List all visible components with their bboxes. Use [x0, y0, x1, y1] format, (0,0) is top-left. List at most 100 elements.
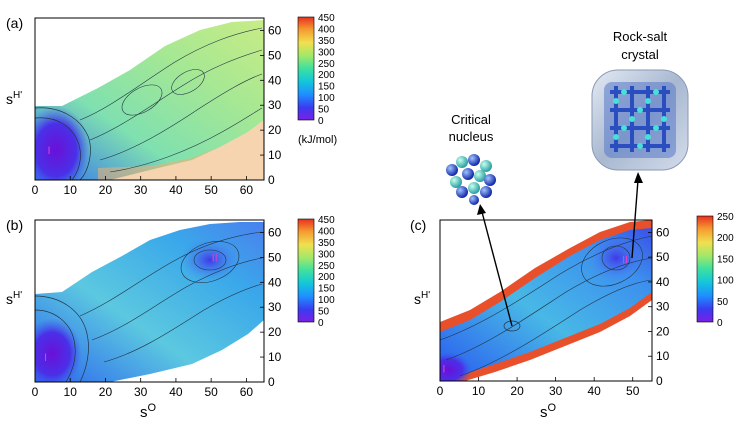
y-tick-label: 50	[656, 250, 670, 264]
colorbar-tick-label: 50	[318, 105, 330, 116]
panel-b-ylabel: sH'	[6, 290, 22, 307]
x-tick-label: 40	[588, 384, 602, 398]
panel-b-frame	[34, 219, 265, 383]
y-tick-label: 0	[268, 375, 275, 389]
colorbar-tick-label: 200	[318, 272, 335, 283]
panel-b-basin-II	[180, 238, 240, 282]
colorbar-tick-label: 400	[318, 24, 335, 35]
y-tick-label: 30	[268, 300, 282, 314]
colorbar-tick-label: 300	[318, 47, 335, 58]
panel-a-axis-ticks: 0 10 20 30 40 50 60 0 10 20 30 40 50 60	[32, 23, 282, 197]
panel-a-contour	[109, 107, 263, 173]
x-tick-label: 50	[204, 183, 218, 197]
colorbar-tick-label: 100	[318, 93, 335, 104]
colorbar-unit: (kJ/mol)	[298, 134, 337, 146]
panel-a-contour	[121, 84, 163, 116]
x-tick-label: 10	[472, 384, 486, 398]
critical-nucleus-cluster	[446, 154, 496, 205]
rock-salt-label-line1: Rock-salt	[613, 29, 668, 44]
x-tick-label: 30	[549, 384, 563, 398]
panel-a-basin	[35, 106, 90, 180]
y-tick-label: 10	[268, 350, 282, 364]
x-tick-label: 50	[204, 385, 218, 399]
panel-c-basin-II	[588, 234, 644, 282]
y-tick-label: 10	[656, 349, 670, 363]
x-tick-label: 20	[99, 385, 113, 399]
colorbar-c: 250 200 150 100 50 0	[696, 212, 734, 329]
colorbar-tick-label: 250	[318, 59, 335, 70]
panel-a: (a) sH' 0 10 20 30 40 50 60 0 10 20 30 40 50 60	[6, 15, 282, 197]
rock-salt-label-line2: crystal	[621, 47, 659, 62]
panel-b-contour	[103, 283, 263, 363]
y-tick-label: 60	[268, 225, 282, 239]
colorbar-tick-label: 100	[717, 276, 734, 287]
y-tick-label: 40	[656, 275, 670, 289]
minimum-label-II: II	[622, 255, 628, 267]
x-tick-label: 60	[240, 385, 254, 399]
colorbar-tick-label: 450	[318, 13, 335, 24]
x-tick-label: 0	[32, 183, 39, 197]
minimum-label-II: II	[212, 252, 218, 264]
panel-c-contour	[601, 245, 631, 271]
y-tick-label: 20	[656, 324, 670, 338]
panel-c: (c) sH' sO 0 10 20 30 40 50 0 10 20 30 40 50 60	[410, 217, 670, 421]
panel-a-contour	[89, 49, 263, 141]
minimum-label-I: I	[442, 364, 445, 376]
panel-c-frame	[439, 219, 653, 382]
colorbar-tick-label: 0	[318, 116, 324, 127]
x-tick-label: 20	[99, 183, 113, 197]
rock-salt-annotation: Rock-salt crystal	[591, 29, 689, 259]
colorbar-tick-label: 50	[717, 297, 729, 308]
panel-c-label: (c)	[410, 217, 426, 233]
colorbar-tick-label: 450	[318, 215, 335, 226]
colorbar-tick-label: 0	[717, 318, 723, 329]
panel-c-contour	[581, 237, 643, 287]
panel-c-basin-I	[440, 352, 472, 381]
y-tick-label: 50	[268, 250, 282, 264]
panel-b-heatmap	[35, 222, 264, 382]
x-tick-label: 10	[64, 183, 78, 197]
panel-b: (b) sH' sO 0 10 20 30 40 50 60 0 10 20 30 40 50 60	[6, 217, 282, 421]
y-tick-label: 0	[268, 173, 275, 187]
x-tick-label: 30	[134, 183, 148, 197]
colorbar-tick-label: 150	[318, 284, 335, 295]
panel-a-contour	[171, 69, 205, 95]
critical-nucleus-label-line2: nucleus	[449, 129, 494, 144]
panel-a-ylabel: sH'	[6, 90, 22, 107]
x-tick-label: 50	[626, 384, 640, 398]
panel-b-xlabel: sO	[140, 402, 157, 421]
colorbar-tick-label: 250	[318, 261, 335, 272]
critical-nucleus-arrowhead	[477, 204, 486, 215]
colorbar-tick-label: 350	[318, 36, 335, 47]
panel-c-heatmap	[440, 220, 652, 381]
colorbar-tick-label: 400	[318, 226, 335, 237]
panel-b-contour	[91, 257, 263, 341]
critical-nucleus-annotation: Critical nucleus	[446, 112, 513, 327]
colorbar-c-ticks: 250 200 150 100 50 0	[717, 212, 734, 329]
panel-a-contour	[79, 27, 263, 121]
panel-c-ylabel: sH'	[414, 290, 430, 307]
panel-a-band-hi	[98, 120, 264, 180]
colorbar-tick-label: 200	[318, 70, 335, 81]
panel-a-contour	[35, 107, 91, 180]
minimum-label-I: I	[44, 352, 47, 364]
panel-a-label: (a)	[6, 15, 23, 31]
y-tick-label: 20	[268, 325, 282, 339]
panel-c-axis-ticks: 0 10 20 30 40 50 0 10 20 30 40 50 60	[437, 225, 670, 398]
panel-b-axis-ticks: 0 10 20 30 40 50 60 0 10 20 30 40 50 60	[32, 225, 282, 399]
panel-c-contour	[440, 235, 652, 341]
colorbar-tick-label: 100	[318, 295, 335, 306]
x-tick-label: 0	[32, 385, 39, 399]
colorbar-tick-label: 150	[318, 82, 335, 93]
panel-a-heatmap	[35, 20, 264, 180]
x-tick-label: 10	[64, 385, 78, 399]
y-tick-label: 0	[656, 374, 663, 388]
x-tick-label: 40	[169, 385, 183, 399]
rock-salt-crystal	[591, 69, 689, 171]
